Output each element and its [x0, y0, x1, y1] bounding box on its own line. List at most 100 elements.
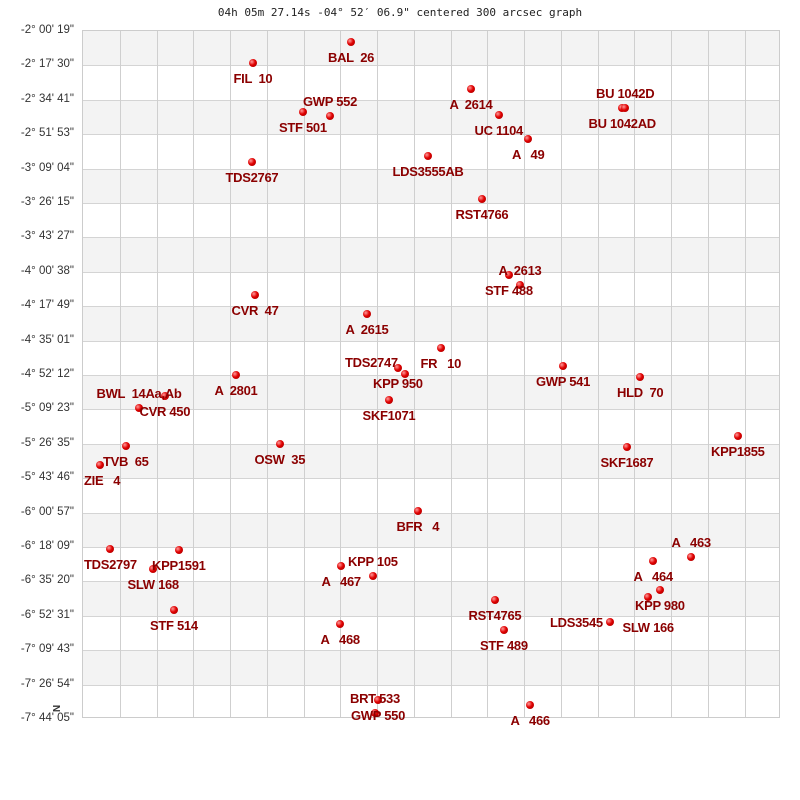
- star-label: A 468: [320, 632, 361, 647]
- star-point[interactable]: [467, 85, 475, 93]
- star-label: TDS2767: [225, 170, 279, 185]
- star-label: BRT 533: [350, 691, 400, 706]
- star-label: OSW 35: [254, 452, 306, 467]
- star-point[interactable]: [369, 572, 377, 580]
- star-point[interactable]: [248, 158, 256, 166]
- grid-band: [83, 99, 779, 135]
- star-label: A 2613: [498, 263, 542, 278]
- star-label: GWP 550: [351, 708, 406, 723]
- star-point[interactable]: [424, 152, 432, 160]
- grid-line-h: [83, 684, 779, 686]
- star-label: A 49: [512, 147, 545, 162]
- star-point[interactable]: [649, 557, 657, 565]
- star-label: SKF1687: [600, 455, 654, 470]
- star-label: A 466: [510, 713, 551, 728]
- star-point[interactable]: [299, 108, 307, 116]
- grid-line-h: [83, 99, 779, 101]
- star-label: KPP 950: [373, 376, 423, 391]
- star-point[interactable]: [149, 565, 157, 573]
- star-label: LDS3555AB: [392, 164, 464, 179]
- star-label: SKF1071: [362, 408, 416, 423]
- star-point[interactable]: [656, 586, 664, 594]
- star-label: BAL 26: [328, 50, 375, 65]
- grid-line-h: [83, 650, 779, 652]
- star-point[interactable]: [347, 38, 355, 46]
- grid-line-h: [83, 409, 779, 411]
- star-point[interactable]: [161, 392, 169, 400]
- y-tick-label: -5° 43' 46": [20, 471, 74, 484]
- star-point[interactable]: [374, 696, 382, 704]
- y-tick-label: -4° 17' 49": [20, 299, 74, 312]
- star-point[interactable]: [478, 195, 486, 203]
- star-point[interactable]: [170, 606, 178, 614]
- star-point[interactable]: [249, 59, 257, 67]
- plot-area: [82, 30, 780, 718]
- y-tick-label: -6° 00' 57": [20, 505, 74, 518]
- star-point[interactable]: [414, 507, 422, 515]
- grid-line-h: [83, 615, 779, 617]
- y-tick-label: -6° 35' 20": [20, 574, 74, 587]
- grid-line-v: [266, 31, 268, 717]
- star-point[interactable]: [385, 396, 393, 404]
- star-point[interactable]: [363, 310, 371, 318]
- star-point[interactable]: [621, 104, 629, 112]
- star-point[interactable]: [734, 432, 742, 440]
- y-tick-label: -7° 44' 05": [20, 712, 74, 724]
- star-point[interactable]: [500, 626, 508, 634]
- star-point[interactable]: [106, 545, 114, 553]
- star-label: SLW 166: [622, 620, 675, 635]
- star-point[interactable]: [326, 112, 334, 120]
- star-label: UC 1104: [474, 123, 524, 138]
- y-tick-label: -2° 00' 19": [20, 24, 74, 36]
- y-tick-label: -2° 51' 53": [20, 127, 74, 140]
- star-point[interactable]: [644, 593, 652, 601]
- grid-line-v: [450, 31, 452, 717]
- grid-line-h: [83, 168, 779, 170]
- star-point[interactable]: [491, 596, 499, 604]
- chart-title: 04h 05m 27.14s -04° 52′ 06.9" centered 3…: [217, 6, 583, 19]
- star-point[interactable]: [135, 404, 143, 412]
- star-label: HLD 70: [617, 385, 664, 400]
- star-point[interactable]: [623, 443, 631, 451]
- star-point[interactable]: [526, 701, 534, 709]
- star-point[interactable]: [636, 373, 644, 381]
- star-point[interactable]: [401, 370, 409, 378]
- star-point[interactable]: [371, 709, 379, 717]
- star-label: GWP 552: [303, 94, 358, 109]
- star-point[interactable]: [122, 442, 130, 450]
- grid-band: [83, 306, 779, 341]
- star-point[interactable]: [687, 553, 695, 561]
- star-label: STF 501: [279, 120, 327, 135]
- star-point[interactable]: [516, 281, 524, 289]
- star-label: A 464: [633, 569, 674, 584]
- star-point[interactable]: [505, 271, 513, 279]
- star-point[interactable]: [495, 111, 503, 119]
- grid-line-h: [83, 512, 779, 514]
- star-point[interactable]: [232, 371, 240, 379]
- star-point[interactable]: [606, 618, 614, 626]
- grid-line-v: [707, 31, 709, 717]
- grid-line-h: [83, 478, 779, 480]
- star-label: BU 1042AD: [588, 116, 657, 131]
- star-label: BFR 4: [396, 519, 440, 534]
- star-label: RST4765: [468, 608, 522, 623]
- star-label: A 2801: [214, 383, 258, 398]
- star-point[interactable]: [251, 291, 259, 299]
- star-point[interactable]: [437, 344, 445, 352]
- star-label: KPP 980: [635, 598, 685, 613]
- star-point[interactable]: [175, 546, 183, 554]
- star-point[interactable]: [96, 461, 104, 469]
- star-point[interactable]: [276, 440, 284, 448]
- star-point[interactable]: [524, 135, 532, 143]
- grid-line-v: [524, 31, 525, 717]
- grid-line-h: [83, 271, 779, 273]
- y-tick-label: -6° 52' 31": [20, 608, 74, 621]
- star-point[interactable]: [559, 362, 567, 370]
- star-point[interactable]: [394, 364, 402, 372]
- grid-band: [83, 168, 779, 203]
- y-tick-label: -3° 43' 27": [20, 230, 74, 243]
- grid-line-h: [83, 375, 779, 376]
- star-point[interactable]: [336, 620, 344, 628]
- grid-band: [83, 375, 779, 410]
- star-point[interactable]: [337, 562, 345, 570]
